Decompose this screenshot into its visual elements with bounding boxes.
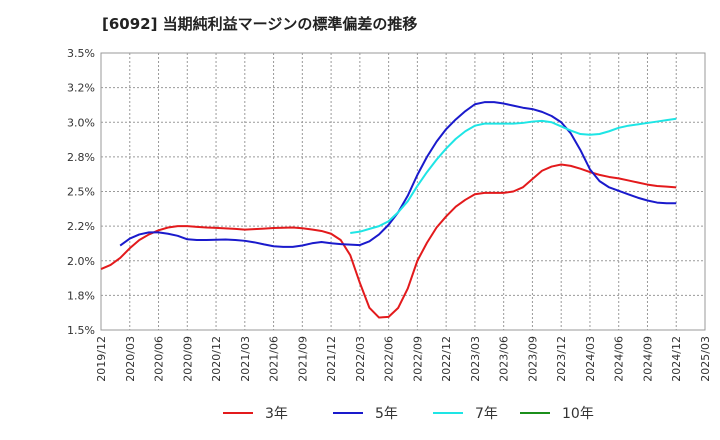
x-axis: 2019/12 2020/03 2020/06 2020/09 2020/12 2021/… xyxy=(95,336,712,382)
x-tick-label: 2022/03 xyxy=(354,336,367,382)
x-tick-label: 2021/06 xyxy=(268,336,281,382)
x-tick-label: 2023/03 xyxy=(469,336,482,382)
legend-label-7年: 7年 xyxy=(475,406,498,422)
x-tick-label: 2025/03 xyxy=(699,336,712,382)
y-tick-label: 3.0% xyxy=(67,116,95,129)
x-tick-label: 2022/12 xyxy=(440,336,453,382)
chart-title: [6092] 当期純利益マージンの標準偏差の推移 xyxy=(102,15,417,33)
y-tick-label: 3.5% xyxy=(67,47,95,60)
x-tick-label: 2020/03 xyxy=(124,336,137,382)
y-tick-label: 3.2% xyxy=(67,82,95,95)
y-tick-label: 2.2% xyxy=(67,220,95,233)
x-tick-label: 2023/12 xyxy=(555,336,568,382)
series-line-7年 xyxy=(350,117,677,235)
legend-label-3年: 3年 xyxy=(265,406,288,422)
series-lines xyxy=(100,101,677,319)
x-tick-label: 2020/06 xyxy=(153,336,166,382)
legend-label-10年: 10年 xyxy=(562,406,594,422)
x-tick-label: 2024/09 xyxy=(641,336,654,382)
x-tick-label: 2022/06 xyxy=(383,336,396,382)
x-tick-label: 2021/09 xyxy=(296,336,309,382)
x-tick-label: 2020/09 xyxy=(181,336,194,382)
y-tick-label: 1.5% xyxy=(67,324,95,337)
series-line-3年 xyxy=(100,163,677,319)
x-tick-label: 2020/12 xyxy=(210,336,223,382)
y-tick-label: 1.8% xyxy=(67,289,95,302)
grid xyxy=(101,53,705,330)
y-tick-label: 2.5% xyxy=(67,186,95,199)
x-tick-label: 2024/12 xyxy=(670,336,683,382)
x-tick-label: 2019/12 xyxy=(95,336,108,382)
y-tick-label: 2.8% xyxy=(67,151,95,164)
legend: 3年 5年 7年 10年 xyxy=(223,406,594,422)
x-tick-label: 2023/09 xyxy=(526,336,539,382)
x-tick-label: 2022/09 xyxy=(411,336,424,382)
y-tick-label: 2.0% xyxy=(67,255,95,268)
y-axis: 1.5% 1.8% 2.0% 2.2% 2.5% 2.8% 3.0% 3.2% 3.5% xyxy=(67,47,95,337)
legend-label-5年: 5年 xyxy=(375,406,398,422)
x-tick-label: 2023/06 xyxy=(498,336,511,382)
x-tick-label: 2021/03 xyxy=(239,336,252,382)
x-tick-label: 2021/12 xyxy=(325,336,338,382)
x-tick-label: 2024/03 xyxy=(584,336,597,382)
x-tick-label: 2024/06 xyxy=(613,336,626,382)
